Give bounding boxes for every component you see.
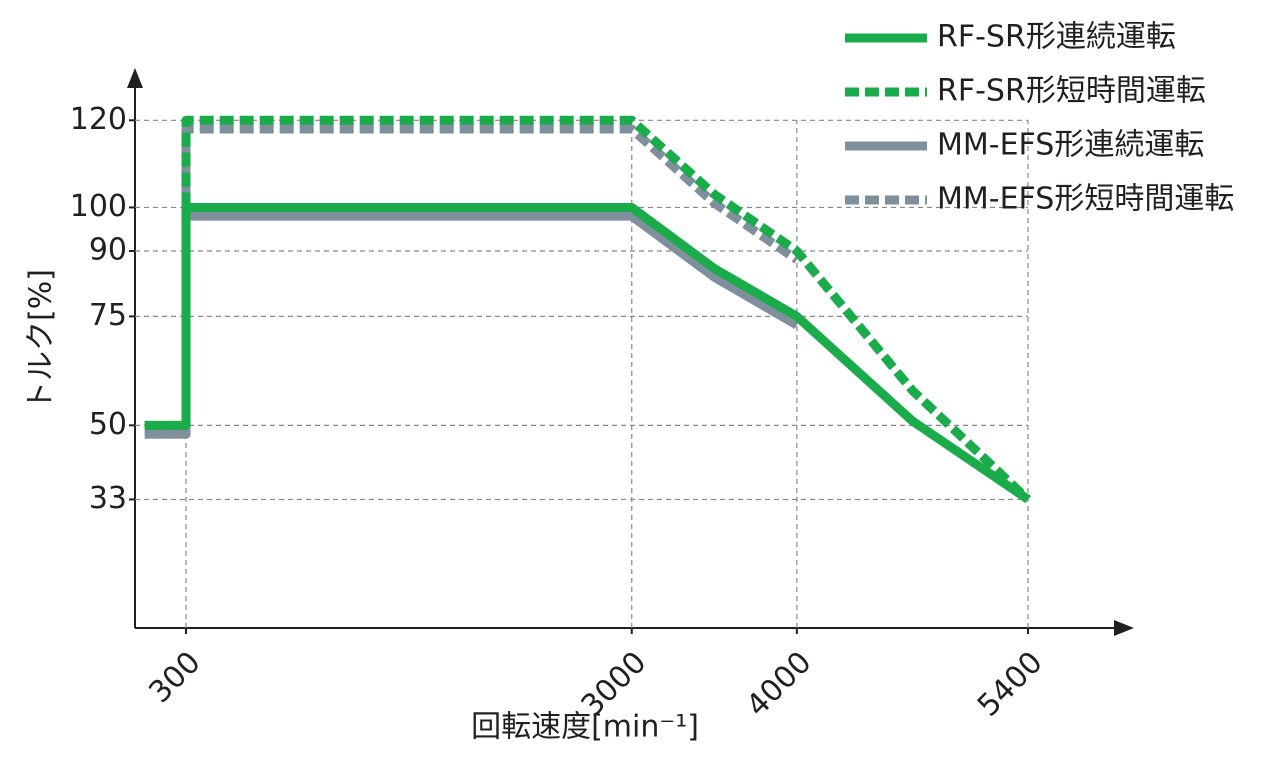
legend-label: RF-SR形短時間運転 xyxy=(937,74,1206,109)
y-tick-label: 100 xyxy=(70,189,127,224)
x-tick-label: 5400 xyxy=(971,645,1050,724)
series-line xyxy=(144,202,1031,504)
x-axis-arrow xyxy=(1114,620,1134,636)
x-axis-label: 回転速度[min⁻¹] xyxy=(471,710,699,745)
y-tick-label: 120 xyxy=(70,102,127,137)
x-tick-label: 300 xyxy=(142,645,207,710)
series-line xyxy=(144,211,800,439)
legend-label: RF-SR形連続運転 xyxy=(937,20,1176,55)
y-tick-label: 50 xyxy=(89,407,127,442)
legend-label: MM-EFS形連続運転 xyxy=(937,128,1204,163)
y-tick-label: 90 xyxy=(89,233,127,268)
y-axis-label: トルク[%] xyxy=(24,269,59,411)
y-tick-label: 75 xyxy=(89,298,127,333)
legend-label: MM-EFS形短時間運転 xyxy=(937,182,1234,217)
legend: RF-SR形連続運転 RF-SR形短時間運転 MM-EFS形連続運転 MM-EFS形短… xyxy=(845,20,1234,217)
series-line xyxy=(144,124,800,439)
series-line xyxy=(144,115,1032,503)
x-tick-label: 4000 xyxy=(740,645,819,724)
y-tick-label: 33 xyxy=(89,481,127,516)
y-axis-arrow xyxy=(127,68,143,88)
